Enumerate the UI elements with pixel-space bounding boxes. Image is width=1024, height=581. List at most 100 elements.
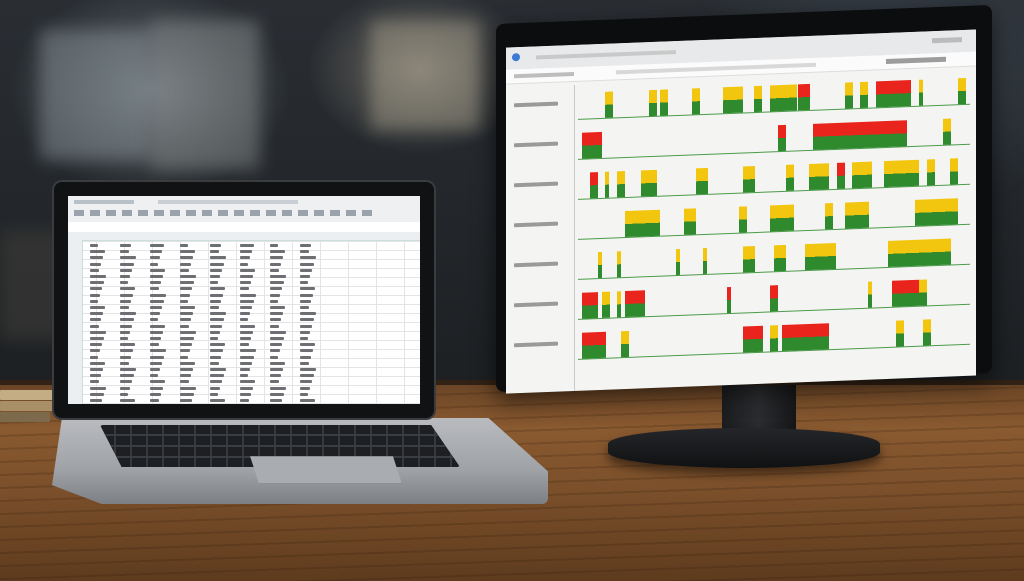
cell-value xyxy=(210,268,222,272)
cell-value xyxy=(150,293,166,297)
cell-value xyxy=(300,368,316,371)
row-headers xyxy=(68,240,83,404)
gantt-chart xyxy=(578,74,970,389)
gantt-bar xyxy=(923,319,931,346)
cell-value xyxy=(300,380,312,384)
cell-value xyxy=(210,312,226,316)
gantt-bar xyxy=(754,85,762,113)
cell-value xyxy=(120,299,131,303)
cell-value xyxy=(240,386,253,390)
cell-value xyxy=(270,250,285,254)
cell-value xyxy=(150,268,165,272)
cell-value xyxy=(180,349,190,353)
cell-value xyxy=(120,244,131,247)
gantt-bar xyxy=(692,88,700,115)
cell-value xyxy=(120,355,131,359)
cell-value xyxy=(90,281,104,285)
cell-value xyxy=(150,324,165,328)
cell-value xyxy=(240,349,256,353)
cell-value xyxy=(270,368,283,371)
cell-value xyxy=(180,355,188,359)
cell-value xyxy=(90,275,106,278)
cell-value xyxy=(240,293,256,297)
cell-value xyxy=(150,275,163,278)
gantt-bar xyxy=(884,159,919,188)
cell-value xyxy=(180,337,194,340)
cell-value xyxy=(180,306,195,309)
cell-value xyxy=(240,324,255,328)
cell-value xyxy=(90,262,101,266)
cell-value xyxy=(270,355,278,359)
gantt-task-label xyxy=(514,221,558,228)
cell-value xyxy=(90,380,99,384)
cell-value xyxy=(150,330,163,334)
cell-value xyxy=(180,281,194,285)
gantt-bar xyxy=(852,161,872,189)
cell-value xyxy=(120,374,134,378)
cell-value xyxy=(270,262,281,266)
gantt-bar xyxy=(919,279,927,306)
cell-value xyxy=(120,368,136,371)
cell-value xyxy=(90,256,103,260)
cell-value xyxy=(300,392,308,396)
cell-value xyxy=(270,337,284,340)
cell-value xyxy=(210,306,219,309)
book-stack xyxy=(0,350,60,422)
gantt-bar xyxy=(950,158,958,185)
gantt-lane xyxy=(578,143,970,160)
cell-value xyxy=(120,250,129,254)
cell-value xyxy=(300,330,310,334)
cell-value xyxy=(180,386,196,390)
cell-value xyxy=(120,293,133,297)
cell-value xyxy=(240,262,248,266)
cell-value xyxy=(270,380,279,384)
cell-value xyxy=(150,312,160,316)
cell-value xyxy=(150,361,162,365)
cell-value xyxy=(240,275,253,278)
laptop-trackpad xyxy=(250,456,402,484)
cell-value xyxy=(210,374,224,378)
gantt-bar xyxy=(778,124,786,152)
gantt-bar xyxy=(845,201,869,229)
cell-value xyxy=(240,380,255,384)
cell-value xyxy=(300,306,309,309)
gantt-lane xyxy=(578,183,970,200)
cell-value xyxy=(210,361,219,365)
cell-value xyxy=(300,337,308,340)
cell-value xyxy=(270,318,281,322)
cell-value xyxy=(150,306,162,309)
gantt-bar xyxy=(676,248,680,276)
column-headers xyxy=(68,232,420,241)
cell-value xyxy=(300,275,310,278)
cell-value xyxy=(150,244,164,247)
gantt-bar xyxy=(621,330,629,358)
spreadsheet-ribbon xyxy=(68,196,420,223)
gantt-bar xyxy=(739,206,747,233)
gantt-bar xyxy=(860,81,868,109)
cell-value xyxy=(180,262,191,266)
cell-value xyxy=(180,318,191,322)
cell-value xyxy=(240,330,253,334)
gantt-task-label xyxy=(514,181,558,188)
gantt-bar xyxy=(743,166,755,193)
cell-value xyxy=(150,287,159,291)
gantt-task-label xyxy=(514,301,558,308)
cell-value xyxy=(90,244,98,247)
desktop-monitor xyxy=(496,4,992,394)
gantt-bar xyxy=(919,79,923,106)
cell-value xyxy=(210,281,218,285)
gantt-task-label xyxy=(514,341,558,348)
gantt-bar xyxy=(770,285,778,312)
cell-value xyxy=(120,324,132,328)
cell-value xyxy=(180,330,196,334)
gantt-bar xyxy=(605,171,609,198)
cell-value xyxy=(300,343,315,347)
cell-value xyxy=(120,343,135,347)
cell-value xyxy=(120,337,128,340)
cell-value xyxy=(90,293,100,297)
cell-value xyxy=(180,244,188,247)
window-controls-icon xyxy=(932,37,962,44)
gantt-bar xyxy=(943,118,951,145)
cell-value xyxy=(90,268,99,272)
